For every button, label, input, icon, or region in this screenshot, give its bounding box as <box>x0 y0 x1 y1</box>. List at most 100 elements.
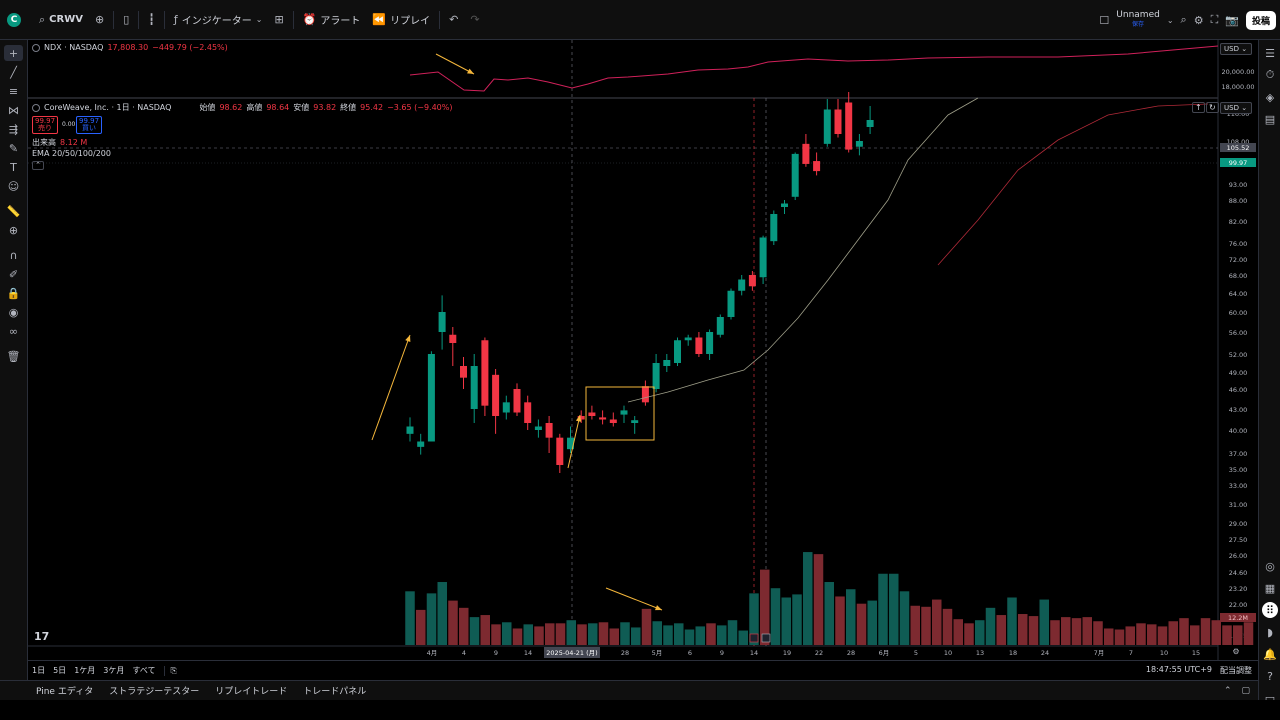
close-value: 95.42 <box>360 103 384 112</box>
ndx-currency-select[interactable]: USD ⌄ <box>1220 43 1252 55</box>
undo-button[interactable]: ↶ <box>443 8 464 32</box>
maximize-icon[interactable]: ▢ <box>1241 685 1250 696</box>
help-icon[interactable]: ? <box>1267 669 1273 683</box>
chart-type-button[interactable]: ┇ <box>142 8 161 32</box>
compare-symbol-button[interactable]: ⊕ <box>89 8 110 32</box>
collapse-legend-button[interactable]: ⌃ <box>32 161 44 170</box>
trend-line-icon[interactable]: ╱ <box>10 65 17 79</box>
volume-bar <box>1179 618 1189 645</box>
interval-button[interactable]: ▯ <box>117 8 135 32</box>
volume-bar <box>921 606 931 645</box>
broadcast-icon[interactable]: ◗ <box>1267 625 1273 639</box>
reset-scale-icon[interactable]: ↻ <box>1206 102 1219 113</box>
sell-button[interactable]: 99.97 売り <box>32 116 59 134</box>
settings-icon[interactable]: ⚙ <box>1193 13 1204 27</box>
replay-button[interactable]: ⏪ リプレイ <box>366 8 436 32</box>
fib-icon[interactable]: ≡ <box>8 84 19 98</box>
alerts-clock-icon[interactable]: ⏱ <box>1265 68 1275 81</box>
templates-button[interactable]: ⊞ <box>268 8 289 32</box>
ndx-symbol: NDX · NASDAQ <box>44 43 104 52</box>
quick-search-icon[interactable]: ⌕ <box>1180 13 1187 26</box>
price-tick-label: 52.00 <box>1229 351 1248 359</box>
alert-button[interactable]: ⏰ アラート <box>297 8 367 32</box>
volume-bar <box>1222 625 1232 645</box>
goto-date-icon[interactable]: ⎘ <box>163 665 181 676</box>
tab-trade-panel[interactable]: トレードパネル <box>303 687 367 697</box>
chevron-down-icon[interactable]: ⌄ <box>1166 15 1174 25</box>
zoom-icon[interactable]: ⊕ <box>8 223 19 237</box>
fullscreen-icon[interactable]: ⛶ <box>1210 13 1219 26</box>
layers-icon[interactable]: ◈ <box>1265 90 1275 104</box>
volume-bar <box>684 629 695 645</box>
trash-icon[interactable]: 🗑 <box>6 349 21 363</box>
notifications-icon[interactable]: 🔔 <box>1263 647 1277 661</box>
brush-icon[interactable]: ✎ <box>8 141 19 155</box>
ndx-tick-label: 20,000.00 <box>1221 68 1254 76</box>
magnet-icon[interactable]: ∩ <box>9 248 18 262</box>
volume-bar <box>717 625 727 645</box>
volume-bar <box>835 596 845 645</box>
range-3m[interactable]: 3ケ月 <box>103 666 125 675</box>
time-tick-label: 9 <box>494 649 498 657</box>
volume-bar <box>695 626 705 645</box>
volume-bar <box>523 624 533 645</box>
layout-square-icon[interactable]: ☐ <box>1099 13 1110 27</box>
price-tick-label: 116.00 <box>1227 110 1250 118</box>
redo-button[interactable]: ↷ <box>464 8 485 32</box>
camera-icon[interactable]: 📷 <box>1225 13 1239 27</box>
price-chart[interactable]: 116.00108.0093.0088.0082.0076.0072.0068.… <box>28 40 1258 660</box>
watchlist-icon[interactable]: ☰ <box>1265 46 1275 60</box>
text-icon[interactable]: T <box>10 160 17 174</box>
volume-bar <box>1136 623 1146 645</box>
range-1m[interactable]: 1ケ月 <box>74 666 96 675</box>
range-1d[interactable]: 1日 <box>32 666 46 675</box>
crosshair-icon[interactable]: + <box>4 45 23 61</box>
main-currency-select[interactable]: USD ⌄ <box>1220 102 1252 114</box>
low-label: 安値 <box>293 103 310 112</box>
lock-icon[interactable]: 🔒 <box>6 286 21 300</box>
tab-replay-trade[interactable]: リプレイトレード <box>215 687 288 697</box>
post-button[interactable]: 投稿 <box>1245 10 1276 30</box>
apps-grid-icon[interactable]: ⠿ <box>1262 602 1278 618</box>
volume-bar <box>770 588 781 645</box>
layout-name[interactable]: Unnamed 保存 <box>1116 11 1160 29</box>
emoji-icon[interactable]: ☺ <box>7 179 20 193</box>
volume-bar <box>598 622 609 645</box>
user-avatar[interactable]: C <box>7 12 21 27</box>
symbol-search[interactable]: ⌕ CRWV <box>33 8 89 32</box>
time-tick-label: 28 <box>621 649 629 657</box>
volume-bar <box>813 554 824 645</box>
link-icon[interactable]: ∞ <box>8 324 19 338</box>
pattern-icon[interactable]: ⋈ <box>8 103 19 117</box>
buy-price: 99.97 <box>79 117 100 125</box>
time-tick-label: 5月 <box>652 649 663 657</box>
right-sidebar: ☰ ⏱ ◈ ▤ ◎ ▦ ⠿ ◗ 🔔 ? ▭ <box>1258 40 1280 720</box>
volume-bar <box>620 622 630 645</box>
tab-pine-editor[interactable]: Pine エディタ <box>36 687 94 697</box>
undo-icon: ↶ <box>449 13 459 26</box>
chart-area[interactable]: 116.00 108.00 93.00 88.00 82.00 76.00 72.00 68.… <box>28 40 1258 660</box>
volume-bar <box>469 617 480 645</box>
range-5d[interactable]: 5日 <box>53 666 67 675</box>
calendar-icon[interactable]: ▦ <box>1264 581 1276 595</box>
forecast-icon[interactable]: ⇶ <box>8 122 19 136</box>
chat-icon[interactable]: ▭ <box>1264 691 1276 705</box>
notes-icon[interactable]: ▤ <box>1264 112 1276 126</box>
dividend-adjust-toggle[interactable]: 配当調整 <box>1220 666 1252 675</box>
tab-strategy-tester[interactable]: ストラテジーテスター <box>109 687 200 697</box>
stay-drawing-icon[interactable]: ✐ <box>8 267 19 281</box>
ruler-icon[interactable]: 📏 <box>6 204 21 218</box>
indicators-button[interactable]: ƒ インジケーター ⌄ <box>168 8 269 32</box>
clock-label[interactable]: 18:47:55 UTC+9 <box>1145 665 1212 674</box>
candle-body <box>588 412 596 416</box>
bottom-panel-controls: ⌃ ▢ <box>1224 686 1250 696</box>
buy-button[interactable]: 99.97 買い <box>76 116 103 134</box>
scroll-up-icon[interactable]: ↑ <box>1192 102 1205 113</box>
range-all[interactable]: すべて <box>132 666 156 675</box>
volume-bar <box>803 552 813 645</box>
eye-icon[interactable]: ◉ <box>8 305 19 319</box>
volume-bar <box>641 608 652 645</box>
candle-body <box>652 363 660 389</box>
chevron-up-icon[interactable]: ⌃ <box>1223 685 1232 696</box>
target-icon[interactable]: ◎ <box>1265 559 1275 573</box>
